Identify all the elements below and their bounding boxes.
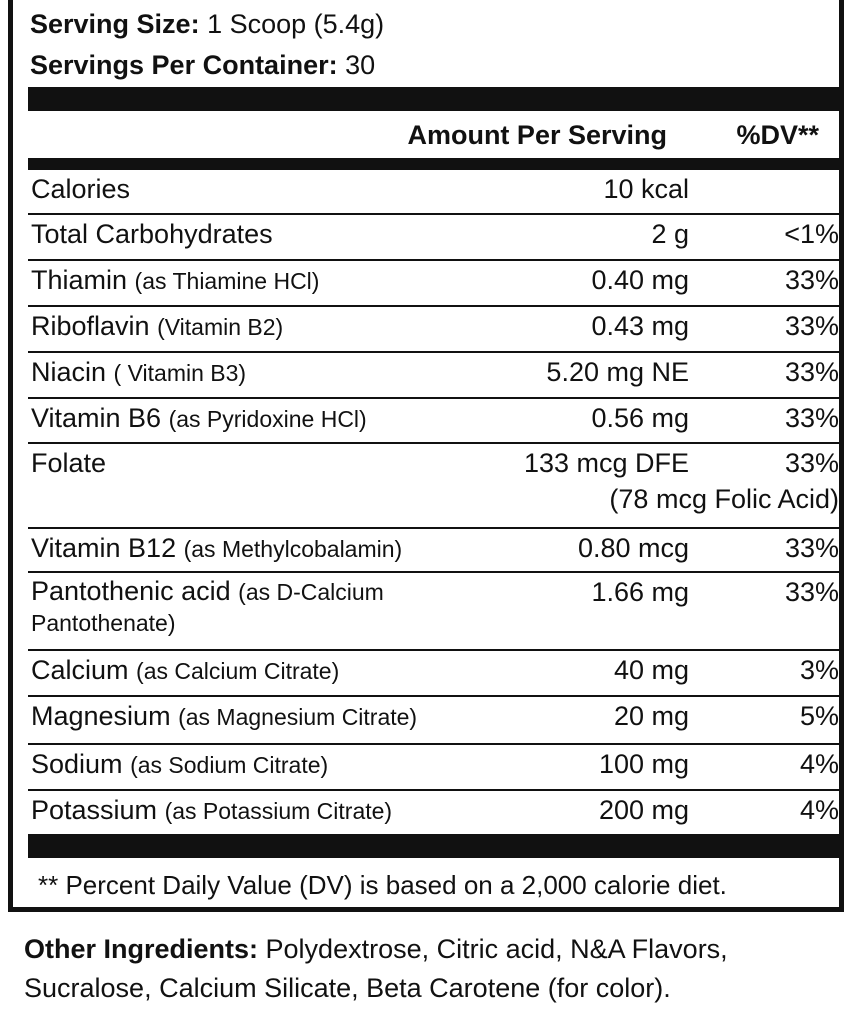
nutrient-name-note: (as D-Calcium Pantothenate) <box>31 579 384 636</box>
nutrient-name-main: Riboflavin <box>31 311 150 341</box>
nutrient-row-carbohydrates: Total Carbohydrates 2 g <1% <box>28 215 840 261</box>
nutrient-row-riboflavin: Riboflavin (Vitamin B2) 0.43 mg 33% <box>28 307 840 353</box>
nutrient-row-thiamin: Thiamin (as Thiamine HCl) 0.40 mg 33% <box>28 261 840 307</box>
nutrient-name: Thiamin (as Thiamine HCl) <box>31 264 319 297</box>
other-ingredients: Other Ingredients: Polydextrose, Citric … <box>24 930 844 1008</box>
nutrient-amount: 40 mg <box>613 655 689 685</box>
nutrient-name-note: (as Pyridoxine HCl) <box>168 406 367 432</box>
nutrient-dv: <1% <box>784 219 839 249</box>
nutrient-amount: 20 mg <box>613 701 689 731</box>
top-thick-divider <box>28 87 840 111</box>
serving-size-label: Serving Size: <box>30 9 200 39</box>
nutrient-name: Niacin ( Vitamin B3) <box>31 356 246 389</box>
nutrient-dv: 33% <box>784 448 839 478</box>
nutrient-name-note: (as Calcium Citrate) <box>136 658 340 684</box>
servings-per-container-label: Servings Per Container: <box>30 50 338 80</box>
nutrient-dv: 3% <box>799 655 839 685</box>
nutrient-name-note: (as Potassium Citrate) <box>164 798 393 824</box>
nutrient-row-vitamin-b12: Vitamin B12 (as Methylcobalamin) 0.80 mc… <box>28 529 840 573</box>
nutrient-row-niacin: Niacin ( Vitamin B3) 5.20 mg NE 33% <box>28 353 840 399</box>
nutrient-amount: 0.40 mg <box>591 265 689 295</box>
nutrient-amount: 10 kcal <box>603 174 689 204</box>
nutrient-name: Calcium (as Calcium Citrate) <box>31 654 339 687</box>
nutrient-row-potassium: Potassium (as Potassium Citrate) 200 mg … <box>28 791 840 834</box>
nutrient-name-note: (as Methylcobalamin) <box>183 536 403 562</box>
nutrient-dv: 33% <box>784 311 839 341</box>
nutrient-dv: 5% <box>799 701 839 731</box>
nutrient-amount: 0.80 mcg <box>577 533 689 563</box>
nutrient-dv: 33% <box>784 577 839 607</box>
daily-value-header: %DV** <box>736 120 819 150</box>
header-divider <box>28 158 840 170</box>
nutrient-name: Sodium (as Sodium Citrate) <box>31 748 328 781</box>
nutrient-name: Total Carbohydrates <box>31 219 273 249</box>
nutrient-name: Pantothenic acid (as D-Calcium Pantothen… <box>31 576 481 638</box>
other-ingredients-text: Polydextrose, Citric acid, N&A Flavors, … <box>24 934 728 1003</box>
folic-acid-note: (78 mcg Folic Acid) <box>609 484 839 514</box>
nutrient-name: Riboflavin (Vitamin B2) <box>31 310 283 343</box>
nutrient-dv: 4% <box>799 749 839 779</box>
nutrient-name-note: (as Magnesium Citrate) <box>178 704 418 730</box>
nutrient-name-main: Vitamin B6 <box>31 403 162 433</box>
nutrient-name-note: (as Thiamine HCl) <box>134 268 320 294</box>
nutrient-name-main: Niacin <box>31 357 107 387</box>
nutrient-amount: 1.66 mg <box>591 577 689 607</box>
nutrient-dv: 33% <box>784 357 839 387</box>
nutrient-name-main: Sodium <box>31 749 123 779</box>
nutrient-dv: 33% <box>784 403 839 433</box>
bottom-thick-divider <box>28 834 840 858</box>
servings-per-container: Servings Per Container: 30 <box>30 50 375 80</box>
nutrient-name: Vitamin B12 (as Methylcobalamin) <box>31 532 402 565</box>
nutrient-row-calories: Calories 10 kcal <box>28 170 840 215</box>
amount-per-serving-header: Amount Per Serving <box>407 120 667 150</box>
nutrient-dv: 33% <box>784 265 839 295</box>
nutrient-row-vitamin-b6: Vitamin B6 (as Pyridoxine HCl) 0.56 mg 3… <box>28 399 840 444</box>
nutrient-amount: 0.56 mg <box>591 403 689 433</box>
nutrient-name: Vitamin B6 (as Pyridoxine HCl) <box>31 402 367 435</box>
other-ingredients-label: Other Ingredients: <box>24 934 259 964</box>
nutrient-amount: 2 g <box>651 219 689 249</box>
nutrient-name-main: Vitamin B12 <box>31 533 177 563</box>
nutrient-name-note: ( Vitamin B3) <box>113 360 247 386</box>
nutrient-amount: 5.20 mg NE <box>546 357 689 387</box>
daily-value-footnote: ** Percent Daily Value (DV) is based on … <box>38 870 727 900</box>
nutrient-name: Folate <box>31 448 107 478</box>
nutrient-name-main: Thiamin <box>31 265 128 295</box>
nutrient-name-main: Pantothenic acid <box>31 576 231 606</box>
nutrient-amount: 100 mg <box>598 749 689 779</box>
nutrient-name-note: (as Sodium Citrate) <box>130 752 329 778</box>
servings-per-container-value: 30 <box>337 50 376 80</box>
nutrient-name: Magnesium (as Magnesium Citrate) <box>31 700 417 733</box>
nutrient-dv: 4% <box>799 795 839 825</box>
nutrient-row-folate: Folate 133 mcg DFE 33% (78 mcg Folic Aci… <box>28 444 840 529</box>
nutrient-row-pantothenic-acid: Pantothenic acid (as D-Calcium Pantothen… <box>28 573 840 651</box>
nutrient-row-calcium: Calcium (as Calcium Citrate) 40 mg 3% <box>28 651 840 697</box>
nutrient-name: Calories <box>31 174 131 204</box>
supplement-facts-panel: Serving Size: 1 Scoop (5.4g) Servings Pe… <box>8 0 844 912</box>
nutrient-name: Potassium (as Potassium Citrate) <box>31 794 392 827</box>
nutrient-name-main: Magnesium <box>31 701 171 731</box>
nutrient-row-magnesium: Magnesium (as Magnesium Citrate) 20 mg 5… <box>28 697 840 745</box>
nutrient-name-main: Calcium <box>31 655 129 685</box>
nutrient-amount: 0.43 mg <box>591 311 689 341</box>
nutrient-row-sodium: Sodium (as Sodium Citrate) 100 mg 4% <box>28 745 840 791</box>
nutrient-amount: 200 mg <box>598 795 689 825</box>
nutrient-name-main: Potassium <box>31 795 158 825</box>
serving-size: Serving Size: 1 Scoop (5.4g) <box>30 9 384 39</box>
nutrient-name-note: (Vitamin B2) <box>157 314 284 340</box>
nutrient-amount: 133 mcg DFE <box>523 448 689 478</box>
nutrient-dv: 33% <box>784 533 839 563</box>
serving-size-value: 1 Scoop (5.4g) <box>199 9 385 39</box>
